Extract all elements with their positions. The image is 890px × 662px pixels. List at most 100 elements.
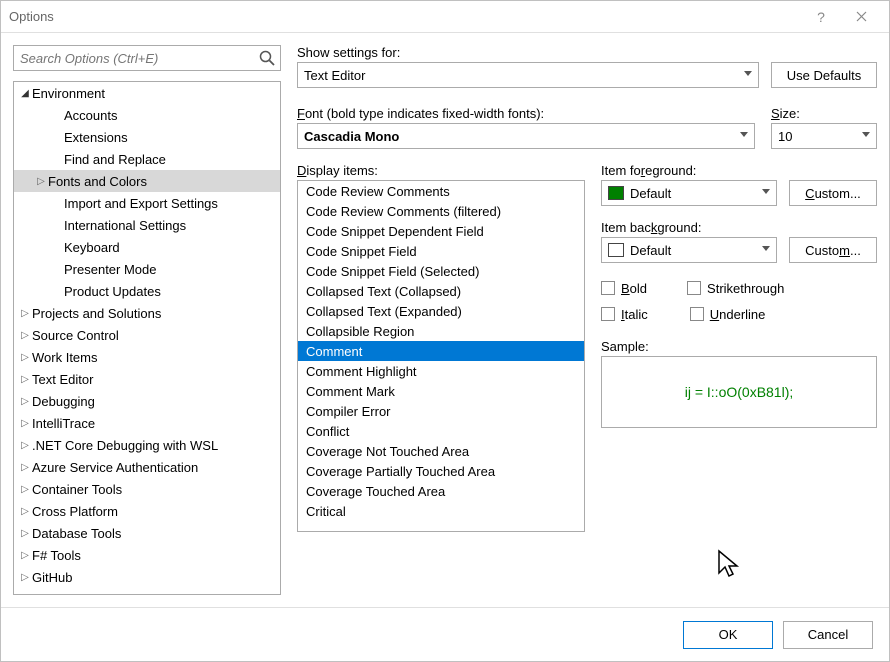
search-input[interactable] <box>14 46 280 70</box>
tree-item-label: Environment <box>32 86 105 101</box>
list-item[interactable]: Comment Highlight <box>298 361 584 381</box>
expander-right-icon: ▷ <box>18 418 32 429</box>
chevron-down-icon <box>740 132 748 137</box>
chevron-down-icon <box>762 189 770 194</box>
tree-item[interactable]: ▷IntelliTrace <box>14 412 280 434</box>
sample-preview: ij = I::oO(0xB81l); <box>601 356 877 428</box>
list-item[interactable]: Collapsed Text (Expanded) <box>298 301 584 321</box>
cancel-button[interactable]: Cancel <box>783 621 873 649</box>
sample-label: Sample: <box>601 339 877 354</box>
font-label: Font (bold type indicates fixed-width fo… <box>297 106 755 121</box>
list-item[interactable]: Conflict <box>298 421 584 441</box>
tree-item-label: Extensions <box>64 130 128 145</box>
strikethrough-checkbox[interactable]: Strikethrough <box>687 277 784 299</box>
list-item[interactable]: Code Review Comments <box>298 181 584 201</box>
size-select[interactable]: 10 <box>771 123 877 149</box>
background-select[interactable]: Default <box>601 237 777 263</box>
chevron-down-icon <box>762 246 770 251</box>
tree-item[interactable]: ▷.NET Core Debugging with WSL <box>14 434 280 456</box>
list-item[interactable]: Code Snippet Dependent Field <box>298 221 584 241</box>
list-item[interactable]: Coverage Touched Area <box>298 481 584 501</box>
tree-item-label: Keyboard <box>64 240 120 255</box>
expander-down-icon: ◢ <box>18 88 32 99</box>
foreground-label: Item foreground: <box>601 163 877 178</box>
list-item[interactable]: Comment Mark <box>298 381 584 401</box>
expander-right-icon: ▷ <box>34 176 48 187</box>
tree-item-label: Projects and Solutions <box>32 306 161 321</box>
tree-item-label: Import and Export Settings <box>64 196 218 211</box>
tree-item[interactable]: ▷F# Tools <box>14 544 280 566</box>
foreground-custom-button[interactable]: Custom... <box>789 180 877 206</box>
tree-item-label: .NET Core Debugging with WSL <box>32 438 218 453</box>
underline-checkbox[interactable]: Underline <box>690 303 766 325</box>
tree-item[interactable]: Find and Replace <box>14 148 280 170</box>
background-custom-button[interactable]: Custom... <box>789 237 877 263</box>
tree-item[interactable]: ▷Work Items <box>14 346 280 368</box>
list-item[interactable]: Collapsed Text (Collapsed) <box>298 281 584 301</box>
tree-item[interactable]: ▷Source Control <box>14 324 280 346</box>
tree-item[interactable]: ▷Fonts and Colors <box>14 170 280 192</box>
tree-item[interactable]: Presenter Mode <box>14 258 280 280</box>
tree-item-label: Debugging <box>32 394 95 409</box>
window-title: Options <box>9 9 54 24</box>
tree-item[interactable]: ▷GitHub <box>14 566 280 588</box>
category-tree[interactable]: ◢EnvironmentAccountsExtensionsFind and R… <box>13 81 281 595</box>
tree-item[interactable]: ▷Text Editor <box>14 368 280 390</box>
tree-item[interactable]: ▷Projects and Solutions <box>14 302 280 324</box>
tree-item[interactable]: International Settings <box>14 214 280 236</box>
show-settings-select[interactable]: Text Editor <box>297 62 759 88</box>
list-item[interactable]: Code Snippet Field (Selected) <box>298 261 584 281</box>
tree-item-label: Text Editor <box>32 372 93 387</box>
help-button[interactable]: ? <box>801 2 841 32</box>
list-item[interactable]: Coverage Partially Touched Area <box>298 461 584 481</box>
tree-item[interactable]: ▷Debugging <box>14 390 280 412</box>
expander-right-icon: ▷ <box>18 308 32 319</box>
tree-item-label: Fonts and Colors <box>48 174 147 189</box>
chevron-down-icon <box>862 132 870 137</box>
tree-item-label: Source Control <box>32 328 119 343</box>
tree-item[interactable]: Accounts <box>14 104 280 126</box>
expander-right-icon: ▷ <box>18 528 32 539</box>
tree-item[interactable]: ▷Cross Platform <box>14 500 280 522</box>
dialog-footer: OK Cancel <box>1 607 889 661</box>
tree-item-label: Azure Service Authentication <box>32 460 198 475</box>
list-item[interactable]: Coverage Not Touched Area <box>298 441 584 461</box>
tree-item[interactable]: Extensions <box>14 126 280 148</box>
tree-item[interactable]: Keyboard <box>14 236 280 258</box>
tree-item[interactable]: Product Updates <box>14 280 280 302</box>
display-items-label: Display items: <box>297 163 585 178</box>
ok-button[interactable]: OK <box>683 621 773 649</box>
list-item[interactable]: Critical <box>298 501 584 521</box>
tree-item[interactable]: ▷Database Tools <box>14 522 280 544</box>
sample-text: ij = I::oO(0xB81l); <box>685 384 794 400</box>
font-value: Cascadia Mono <box>304 129 399 144</box>
foreground-select[interactable]: Default <box>601 180 777 206</box>
list-item[interactable]: Code Review Comments (filtered) <box>298 201 584 221</box>
tree-item-label: Find and Replace <box>64 152 166 167</box>
list-item[interactable]: Code Snippet Field <box>298 241 584 261</box>
use-defaults-button[interactable]: Use Defaults <box>771 62 877 88</box>
tree-item-label: Presenter Mode <box>64 262 157 277</box>
expander-right-icon: ▷ <box>18 374 32 385</box>
show-settings-value: Text Editor <box>304 68 365 83</box>
italic-checkbox[interactable]: Italic <box>601 303 648 325</box>
list-item[interactable]: Compiler Error <box>298 401 584 421</box>
font-select[interactable]: Cascadia Mono <box>297 123 755 149</box>
tree-item[interactable]: ▷Container Tools <box>14 478 280 500</box>
list-item[interactable]: Comment <box>298 341 584 361</box>
close-button[interactable] <box>841 2 881 32</box>
tree-item[interactable]: Import and Export Settings <box>14 192 280 214</box>
search-icon <box>258 49 276 67</box>
tree-item-label: IntelliTrace <box>32 416 95 431</box>
tree-item-label: Database Tools <box>32 526 121 541</box>
tree-item-label: Cross Platform <box>32 504 118 519</box>
display-items-list[interactable]: Code Review CommentsCode Review Comments… <box>297 180 585 532</box>
expander-right-icon: ▷ <box>18 440 32 451</box>
list-item[interactable]: Collapsible Region <box>298 321 584 341</box>
tree-item-label: Work Items <box>32 350 98 365</box>
tree-item[interactable]: ▷Azure Service Authentication <box>14 456 280 478</box>
tree-item[interactable]: ◢Environment <box>14 82 280 104</box>
search-field[interactable] <box>13 45 281 71</box>
titlebar: Options ? <box>1 1 889 33</box>
bold-checkbox[interactable]: Bold <box>601 277 647 299</box>
